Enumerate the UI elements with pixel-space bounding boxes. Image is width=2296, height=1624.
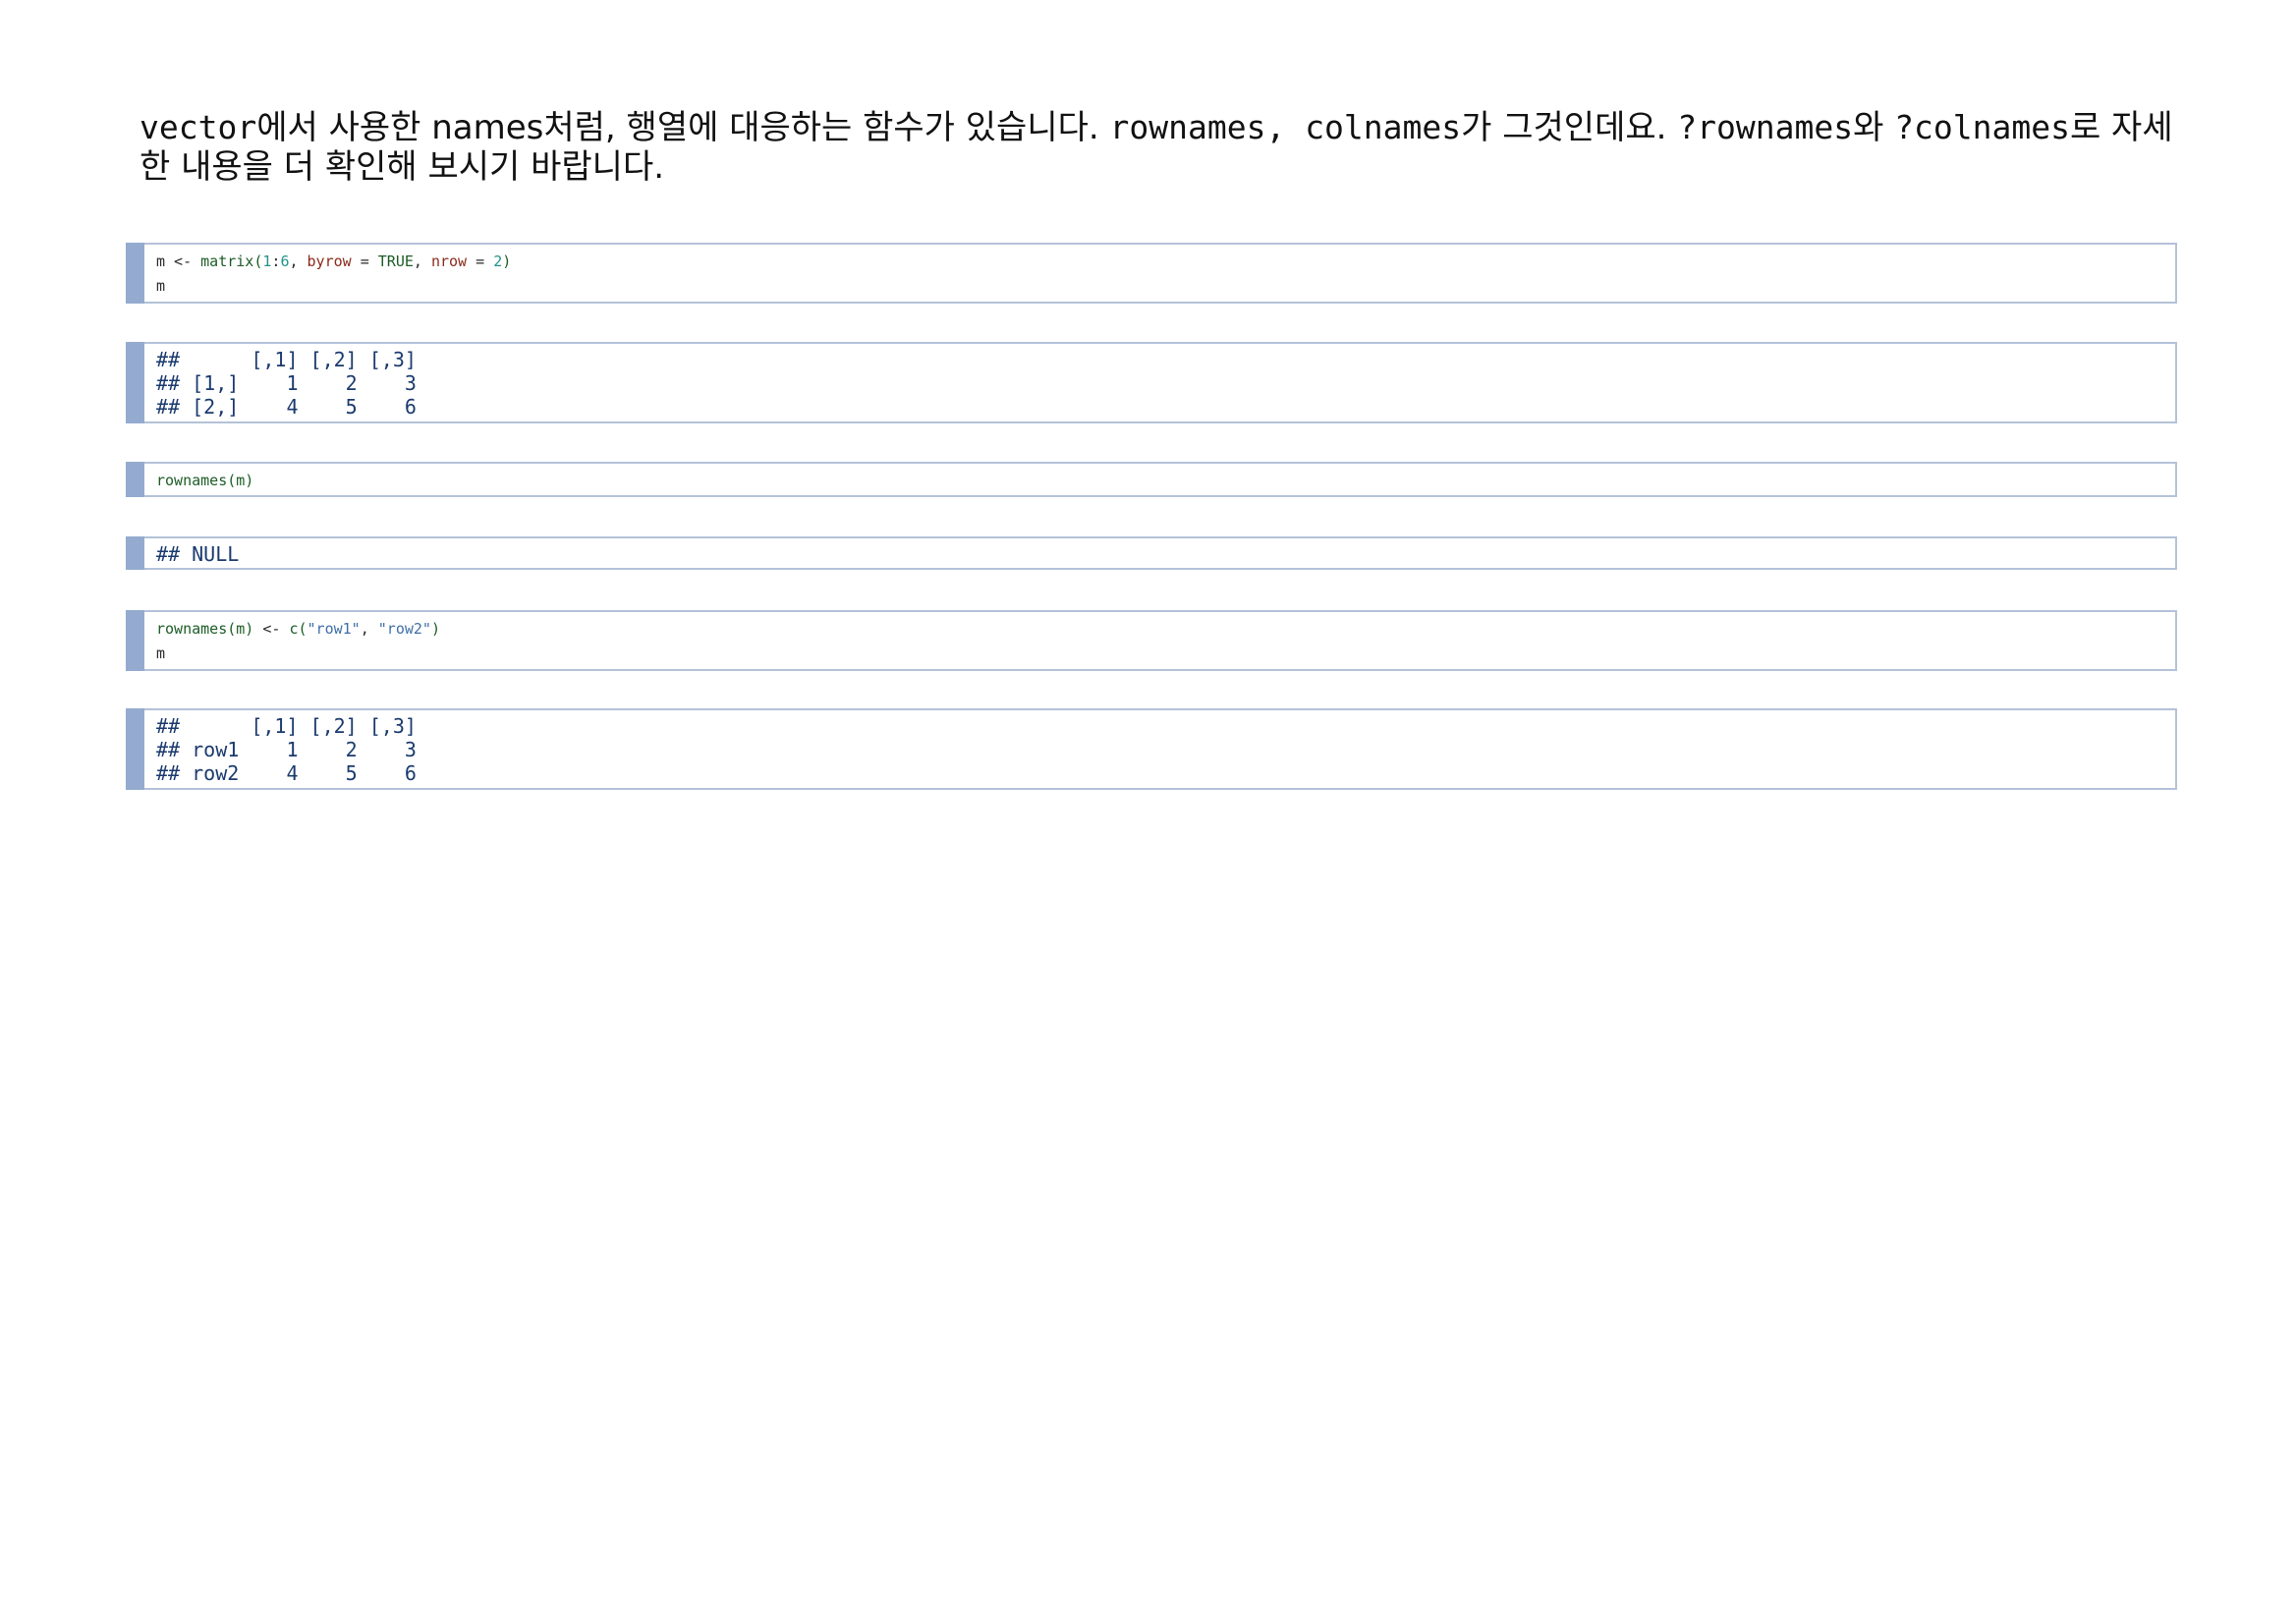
inline-code-help-rownames: ?rownames [1677,108,1854,146]
inline-code-vector: vector [140,108,257,146]
output-chunk-accent-bar [126,708,144,790]
intro-paragraph: vector에서 사용한 names처럼, 행열에 대응하는 함수가 있습니다.… [140,108,2183,187]
intro-text-1: 에서 사용한 names처럼, 행열에 대응하는 함수가 있습니다. [256,108,1110,147]
code-chunk-accent-bar [126,462,144,497]
output-chunk-named-matrix: ## [,1] [,2] [,3] ## row1 1 2 3 ## row2 … [126,708,2177,790]
code-chunk-matrix: m <- matrix(1:6, byrow = TRUE, nrow = 2)… [126,243,2177,304]
code-source: rownames(m) [156,472,254,489]
inline-code-help-colnames: ?colnames [1894,108,2070,146]
output-chunk-matrix: ## [,1] [,2] [,3] ## [1,] 1 2 3 ## [2,] … [126,342,2177,423]
output-chunk-null: ## NULL [126,536,2177,570]
code-source: rownames(m) <- c("row1", "row2") m [156,620,440,662]
code-output: ## NULL [156,542,240,566]
code-chunk-accent-bar [126,610,144,671]
intro-text-2: 가 그것인데요. [1461,108,1678,147]
code-output: ## [,1] [,2] [,3] ## [1,] 1 2 3 ## [2,] … [156,348,417,419]
code-source: m <- matrix(1:6, byrow = TRUE, nrow = 2)… [156,252,512,295]
code-output: ## [,1] [,2] [,3] ## row1 1 2 3 ## row2 … [156,714,417,785]
inline-code-rownames-colnames: rownames, colnames [1109,108,1462,146]
code-chunk-rownames: rownames(m) [126,462,2177,497]
output-chunk-accent-bar [126,342,144,423]
intro-text-4: 로 자세한 내용을 더 확인해 보시기 바랍니다. [140,108,2173,187]
code-chunk-assign-rownames: rownames(m) <- c("row1", "row2") m [126,610,2177,671]
output-chunk-accent-bar [126,536,144,570]
code-chunk-accent-bar [126,243,144,304]
intro-text-3: 와 [1853,108,1895,147]
